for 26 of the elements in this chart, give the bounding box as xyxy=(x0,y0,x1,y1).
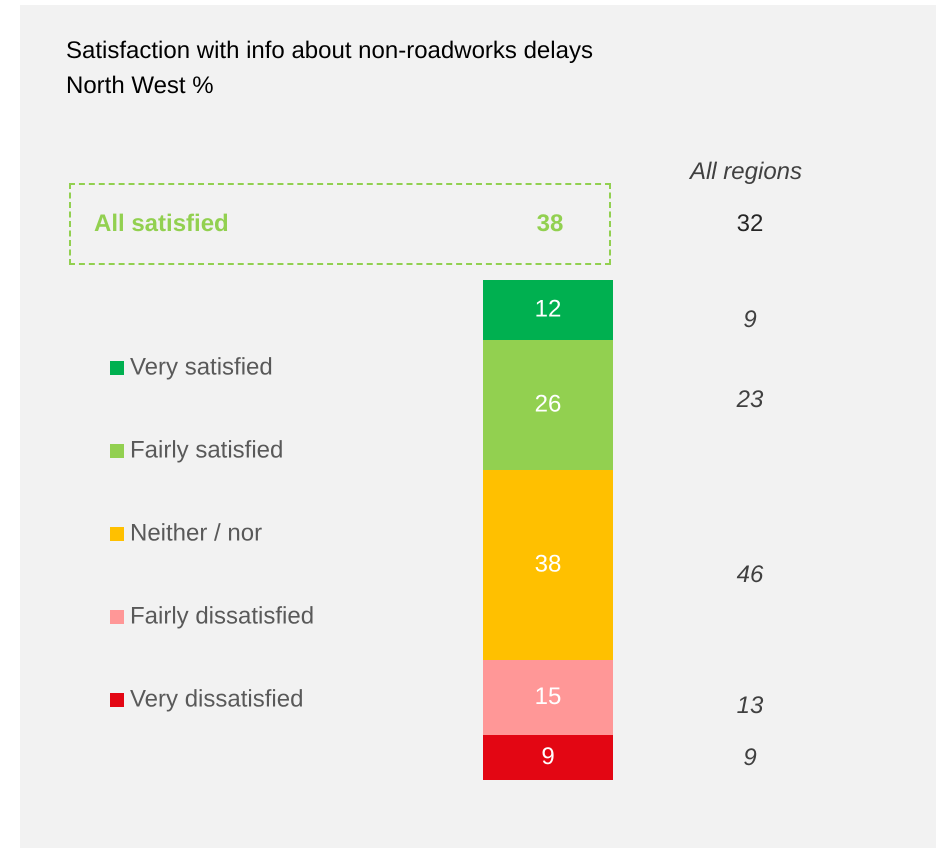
text: 46 xyxy=(736,561,764,589)
text: All satisfied xyxy=(94,210,229,238)
data-label: 9 xyxy=(541,743,555,770)
text: 9 xyxy=(743,744,757,772)
text: 32 xyxy=(736,210,764,238)
bar xyxy=(483,280,613,340)
data-label: 15 xyxy=(534,683,562,710)
text: 23 xyxy=(736,386,764,414)
data-label: 38 xyxy=(534,550,562,578)
legend-label: Very satisfied xyxy=(130,354,273,381)
text: All regions xyxy=(690,158,802,186)
data-label: 26 xyxy=(534,390,562,418)
bar xyxy=(483,660,613,735)
data-label: 12 xyxy=(534,296,562,323)
chart-title: Satisfaction with info about non-roadworks delays xyxy=(66,37,593,65)
bar xyxy=(483,470,613,660)
legend-label: Neither / nor xyxy=(130,520,262,547)
bar xyxy=(483,340,613,470)
text: North West % xyxy=(66,72,214,100)
legend-label: Fairly dissatisfied xyxy=(130,602,314,630)
text: 38 xyxy=(536,210,564,238)
bar xyxy=(483,735,613,780)
legend-label: Very dissatisfied xyxy=(130,686,304,713)
text: 9 xyxy=(743,306,757,334)
legend-label: Fairly satisfied xyxy=(130,436,284,464)
text: 13 xyxy=(736,692,764,720)
